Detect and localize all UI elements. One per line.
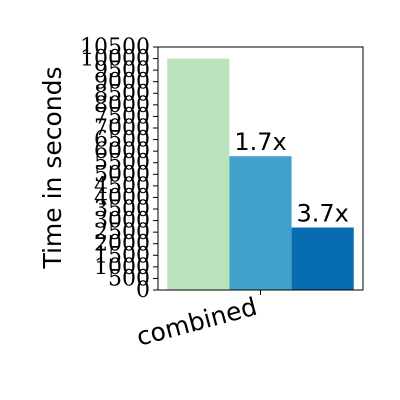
y-tick-label: 3000 [94, 209, 150, 234]
y-tick-label: 8500 [94, 81, 150, 106]
y-axis: 0500100015002000250030003500400045005000… [80, 35, 158, 303]
y-tick-label: 6000 [94, 139, 150, 164]
y-tick-label: 9000 [94, 70, 150, 95]
bar-speedup-label: 1.7x [234, 128, 286, 156]
y-axis-label: Time in seconds [38, 66, 67, 269]
y-tick-label: 4500 [94, 174, 150, 199]
y-tick-label: 0 [136, 278, 150, 303]
y-tick-label: 7500 [94, 104, 150, 129]
y-tick-label: 6500 [94, 128, 150, 153]
y-tick-label: 1500 [94, 243, 150, 268]
y-tick-label: 500 [108, 266, 150, 291]
y-tick-label: 2500 [94, 220, 150, 245]
bar-combined-2 [229, 156, 292, 290]
y-tick-label: 7000 [94, 116, 150, 141]
y-tick-label: 8000 [94, 93, 150, 118]
bar-combined-1 [167, 58, 230, 290]
y-tick-label: 3500 [94, 197, 150, 222]
y-tick-label: 5000 [94, 162, 150, 187]
y-tick-label: 10000 [80, 47, 150, 72]
x-axis: combined [133, 290, 261, 352]
y-tick-label: 4000 [94, 185, 150, 210]
y-tick-label: 2000 [94, 232, 150, 257]
bars-group [167, 58, 354, 290]
bar-speedup-label: 3.7x [296, 200, 348, 228]
y-tick-label: 5500 [94, 151, 150, 176]
x-tick-label: combined [133, 292, 260, 352]
y-tick-label: 9500 [94, 58, 150, 83]
y-tick-label: 10500 [80, 35, 150, 60]
bar-combined-3 [291, 227, 354, 290]
bar-labels-group: 1.7x 3.7x [234, 128, 349, 227]
y-tick-label: 1000 [94, 255, 150, 280]
